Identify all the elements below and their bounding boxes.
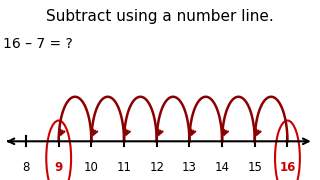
Text: 16 – 7 = ?: 16 – 7 = ?: [3, 37, 73, 51]
Text: 15: 15: [247, 161, 262, 174]
Text: 11: 11: [116, 161, 132, 174]
Text: Subtract using a number line.: Subtract using a number line.: [46, 9, 274, 24]
Text: 10: 10: [84, 161, 99, 174]
Text: 9: 9: [55, 161, 63, 174]
Text: 12: 12: [149, 161, 164, 174]
Text: 13: 13: [182, 161, 197, 174]
Text: 14: 14: [215, 161, 229, 174]
Text: 16: 16: [279, 161, 296, 174]
Text: 8: 8: [22, 161, 30, 174]
